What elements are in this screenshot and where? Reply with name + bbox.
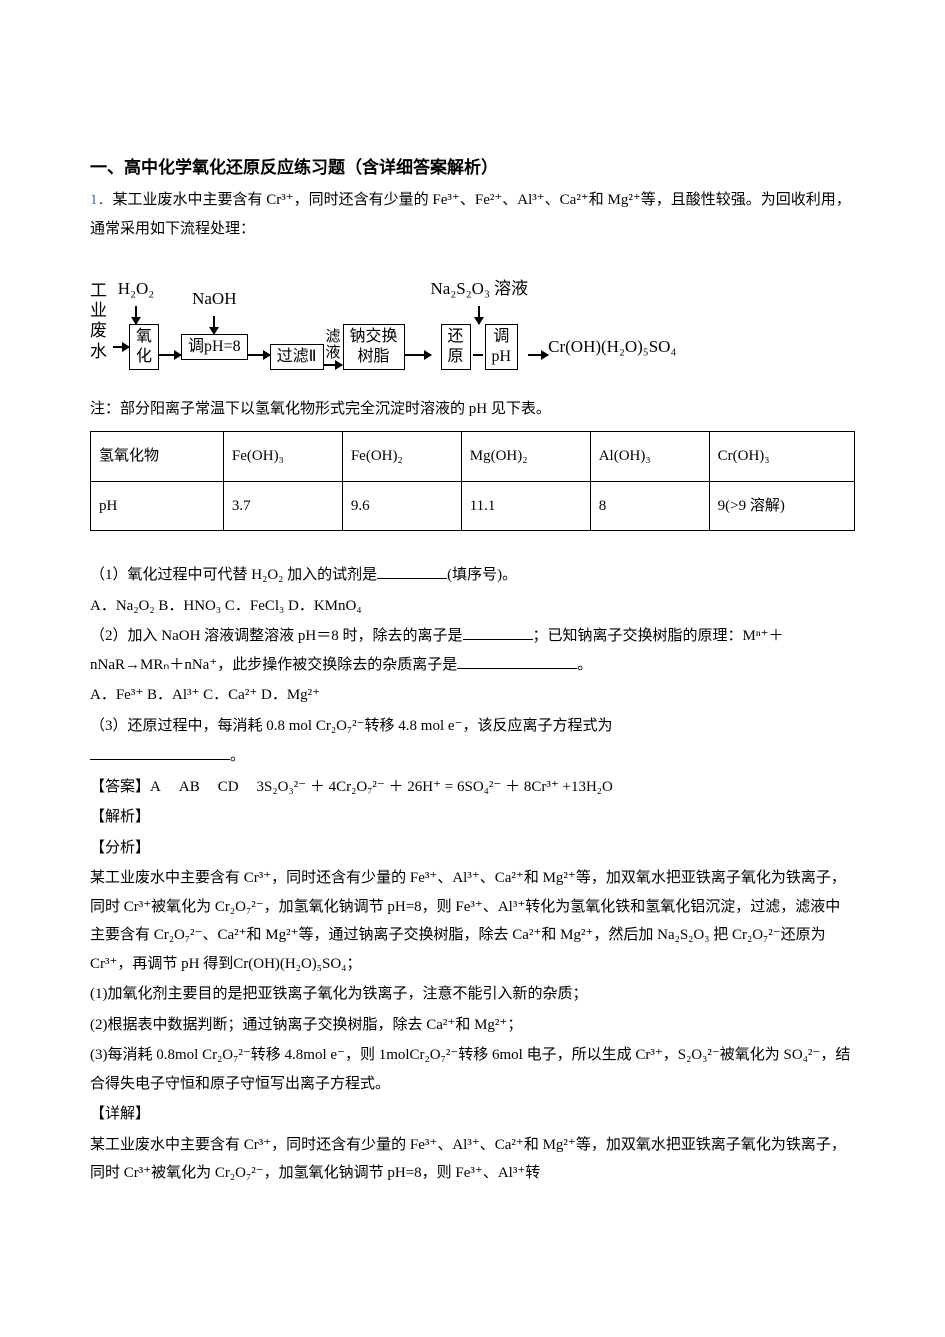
q1-tail: (填序号)。 <box>447 567 517 583</box>
fenxi-item1: (1)加氧化剂主要目的是把亚铁离子氧化为铁离子，注意不能引入新的杂质； <box>90 980 855 1009</box>
arrow-right-icon <box>248 354 270 356</box>
hydroxide-table: 氢氧化物 Fe(OH)₃ Fe(OH)₂ Mg(OH)₂ Al(OH)₃ Cr(… <box>90 431 855 531</box>
blank-line <box>377 563 447 579</box>
table-col: Mg(OH)₂ <box>461 432 590 482</box>
fenxi-label: 【分析】 <box>90 834 855 863</box>
down-arrow-icon <box>213 316 215 334</box>
question-intro-text: 某工业废水中主要含有 Cr³⁺，同时还含有少量的 Fe³⁺、Fe²⁺、Al³⁺、… <box>90 192 851 237</box>
ph2-line2: pH <box>492 347 512 367</box>
q1-stem-text: （1）氧化过程中可代替 H₂O₂ 加入的试剂是 <box>90 567 377 583</box>
table-col: Fe(OH)₂ <box>342 432 461 482</box>
table-cell: 9(>9 溶解) <box>709 481 854 531</box>
question-number: 1． <box>90 192 113 208</box>
h2o2-label: H₂O₂ <box>118 273 154 305</box>
fenxi-item3: (3)每消耗 0.8mol Cr₂O₇²⁻转移 4.8mol e⁻，则 1mol… <box>90 1041 855 1098</box>
q2-tail: 。 <box>577 657 592 673</box>
q2-options: A．Fe³⁺ B．Al³⁺ C．Ca²⁺ D．Mg²⁺ <box>90 681 855 710</box>
table-row-label: pH <box>91 481 224 531</box>
diagram-left-label: 工 业 废 水 <box>90 281 107 363</box>
jiexi-label: 【解析】 <box>90 803 855 832</box>
q3-stem-text: （3）还原过程中，每消耗 0.8 mol Cr₂O₇²⁻转移 4.8 mol e… <box>90 718 612 734</box>
process-diagram: 工 业 废 水 H₂O₂ 氧化 NaOH 调pH=8 过滤Ⅱ <box>90 273 855 369</box>
q2-stem: （2）加入 NaOH 溶液调整溶液 pH＝8 时，除去的离子是；已知钠离子交换树… <box>90 622 855 679</box>
na2s2o3-label: Na₂S₂O₃ 溶液 <box>431 273 529 305</box>
answer-b: AB <box>179 779 200 795</box>
q1-stem: （1）氧化过程中可代替 H₂O₂ 加入的试剂是 (填序号)。 <box>90 561 855 590</box>
note-line: 注：部分阳离子常温下以氢氧化物形式完全沉淀时溶液的 pH 见下表。 <box>90 395 855 424</box>
box-oxidize: 氧化 <box>129 324 159 370</box>
table-cell: 8 <box>590 481 709 531</box>
table-header-label: 氢氧化物 <box>91 432 224 482</box>
table-row: pH 3.7 9.6 11.1 8 9(>9 溶解) <box>91 481 855 531</box>
table-col: Cr(OH)₃ <box>709 432 854 482</box>
down-arrow-icon <box>478 306 480 324</box>
question-intro: 1．某工业废水中主要含有 Cr³⁺，同时还含有少量的 Fe³⁺、Fe²⁺、Al³… <box>90 186 855 243</box>
page: 一、高中化学氧化还原反应练习题（含详细答案解析） 1．某工业废水中主要含有 Cr… <box>0 0 945 1337</box>
box-adjust-ph: 调pH=8 <box>181 334 248 360</box>
table-cell: 9.6 <box>342 481 461 531</box>
box-adjust-ph2: 调 pH <box>485 324 519 370</box>
table-cell: 3.7 <box>223 481 342 531</box>
arrow-right-icon <box>528 354 548 356</box>
arrow-right-icon <box>405 354 431 356</box>
na2s2o3-input: Na₂S₂O₃ 溶液 还原 调 pH <box>431 273 529 369</box>
xiangjie-label: 【详解】 <box>90 1100 855 1129</box>
box-filter: 过滤Ⅱ <box>270 344 324 370</box>
q3-tail: 。 <box>230 748 245 764</box>
table-col: Fe(OH)₃ <box>223 432 342 482</box>
product-formula: Cr(OH)(H₂O)₅SO₄ <box>548 331 676 363</box>
q3-stem: （3）还原过程中，每消耗 0.8 mol Cr₂O₇²⁻转移 4.8 mol e… <box>90 712 855 741</box>
answer-label: 【答案】 <box>90 779 150 795</box>
fenxi-body: 某工业废水中主要含有 Cr³⁺，同时还含有少量的 Fe³⁺、Al³⁺、Ca²⁺和… <box>90 864 855 978</box>
arrow-segment <box>528 354 548 356</box>
arrow-segment <box>248 354 270 356</box>
section-title: 一、高中化学氧化还原反应练习题（含详细答案解析） <box>90 152 855 184</box>
filtrate-label: 滤液 <box>324 329 343 362</box>
q3-blank-line: 。 <box>90 742 855 771</box>
resin-line1: 钠交换 <box>350 327 398 347</box>
ph2-line1: 调 <box>492 327 512 347</box>
box-reduce: 还原 <box>441 324 471 370</box>
box-resin: 钠交换 树脂 <box>343 324 405 370</box>
naoh-label: NaOH <box>192 283 236 315</box>
line-icon <box>473 354 483 356</box>
blank-line <box>463 624 533 640</box>
down-arrow-icon <box>135 306 137 324</box>
table-row: 氢氧化物 Fe(OH)₃ Fe(OH)₂ Mg(OH)₂ Al(OH)₃ Cr(… <box>91 432 855 482</box>
arrow-right-icon <box>159 354 181 356</box>
resin-line2: 树脂 <box>350 347 398 367</box>
answer-eq: 3S₂O₃²⁻ ＋ 4Cr₂O₇²⁻ ＋ 26H⁺ = 6SO₄²⁻ ＋ 8Cr… <box>257 779 613 795</box>
naoh-input: NaOH 调pH=8 <box>181 283 248 359</box>
answer-c: CD <box>218 779 239 795</box>
blank-line <box>90 744 230 760</box>
arrow-segment <box>405 354 431 356</box>
fenxi-item2: (2)根据表中数据判断；通过钠离子交换树脂，除去 Ca²⁺和 Mg²⁺； <box>90 1011 855 1040</box>
q1-options: A．Na₂O₂ B．HNO₃ C．FeCl₃ D．KMnO₄ <box>90 592 855 621</box>
q2-stem-a: （2）加入 NaOH 溶液调整溶液 pH＝8 时，除去的离子是 <box>90 628 463 644</box>
table-cell: 11.1 <box>461 481 590 531</box>
h2o2-input: H₂O₂ 氧化 <box>113 273 159 369</box>
arrow-segment <box>159 354 181 356</box>
blank-line <box>457 653 577 669</box>
answer-line: 【答案】A AB CD 3S₂O₃²⁻ ＋ 4Cr₂O₇²⁻ ＋ 26H⁺ = 6SO… <box>90 773 855 802</box>
arrow-right-icon <box>113 346 129 348</box>
xiangjie-body: 某工业废水中主要含有 Cr³⁺，同时还含有少量的 Fe³⁺、Al³⁺、Ca²⁺和… <box>90 1131 855 1188</box>
arrow-filtrate: 滤液 <box>324 329 343 366</box>
table-col: Al(OH)₃ <box>590 432 709 482</box>
answer-a: A <box>150 779 161 795</box>
arrow-right-icon <box>324 364 342 366</box>
